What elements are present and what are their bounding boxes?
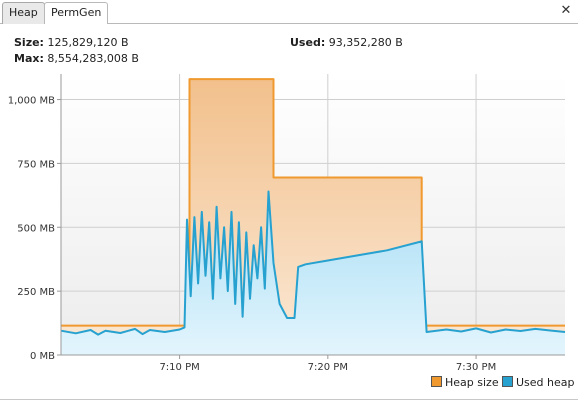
max-value: 8,554,283,008 B [47,52,139,65]
heap-size-area [61,79,565,355]
used-value: 93,352,280 B [328,36,403,49]
used-stat: Used: 93,352,280 B [290,36,403,49]
x-tick-label: 7:20 PM [308,362,348,371]
max-label: Max: [14,52,44,65]
y-tick-label: 500 MB [17,223,55,234]
legend-heap-size: Heap size [431,376,499,390]
size-stat: Size: 125,829,120 B [14,36,129,49]
tab-permgen[interactable]: PermGen [44,2,109,24]
y-tick-label: 750 MB [17,159,55,170]
y-tick-label: 0 MB [30,351,55,362]
legend-used-heap-label: Used heap [516,376,575,389]
legend-heap-size-swatch [431,376,442,387]
y-tick-label: 1,000 MB [8,96,55,107]
legend-used-heap-swatch [502,376,513,387]
tab-bar: Heap PermGen ✕ [0,0,578,24]
x-tick-label: 7:30 PM [456,362,496,371]
used-label: Used: [290,36,326,49]
heap-chart: 0 MB 250 MB 500 MB 750 MB 1,000 MB 7:10 PM 7:2… [0,66,578,374]
x-tick-label: 7:10 PM [159,362,199,371]
y-tick-label: 250 MB [17,287,55,298]
size-value: 125,829,120 B [47,36,129,49]
size-label: Size: [14,36,44,49]
bottom-divider [0,399,578,400]
tab-heap[interactable]: Heap [2,2,45,24]
close-icon[interactable]: ✕ [560,3,572,18]
used-heap-line [60,190,566,336]
heap-chart-svg: 0 MB 250 MB 500 MB 750 MB 1,000 MB 7:10 PM 7:2… [8,74,566,373]
legend-used-heap: Used heap [502,376,575,390]
max-stat: Max: 8,554,283,008 B [14,52,139,65]
legend-heap-size-label: Heap size [445,376,499,389]
